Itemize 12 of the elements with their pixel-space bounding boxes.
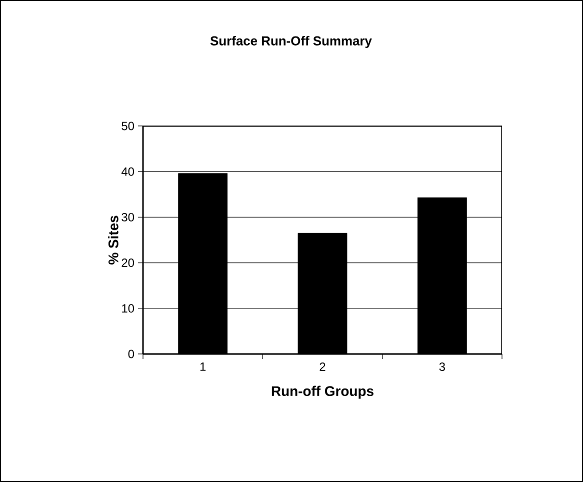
y-axis-title: % Sites — [108, 216, 118, 264]
x-tick-label: 1 — [200, 362, 206, 371]
x-tick-label: 3 — [439, 362, 445, 371]
y-tick-label: 10 — [122, 304, 134, 313]
y-tick-label: 40 — [121, 167, 134, 176]
y-tick-label: 0 — [128, 350, 134, 358]
x-axis-title: Run-off Groups — [272, 386, 374, 399]
y-tick-label: 20 — [122, 258, 134, 268]
chart-title: Surface Run-Off Summary — [210, 36, 372, 48]
x-tick-label: 2 — [320, 362, 326, 371]
y-tick-label: 50 — [122, 122, 134, 130]
y-tick-label: 30 — [122, 212, 134, 222]
